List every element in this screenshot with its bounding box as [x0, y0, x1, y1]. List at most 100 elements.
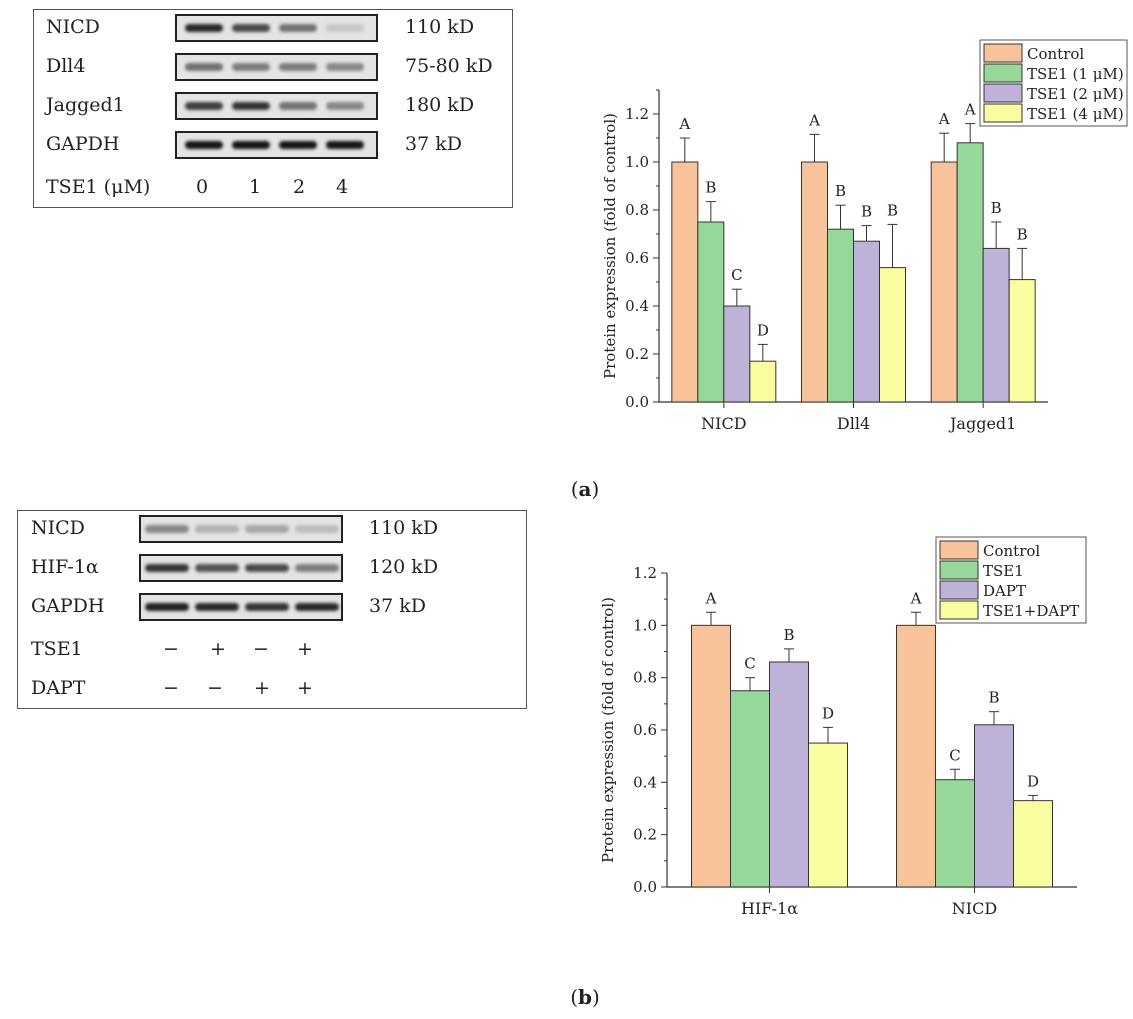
significance-letter: D — [757, 321, 769, 339]
x-tick-label: HIF-1α — [741, 899, 798, 918]
significance-letter: A — [910, 589, 922, 607]
y-tick-label: 0.6 — [633, 721, 657, 739]
blot-band — [232, 63, 270, 71]
blot-row-label: HIF-1α — [31, 556, 99, 578]
y-tick-label: 1.2 — [633, 564, 657, 582]
legend-swatch — [939, 600, 979, 620]
bar — [1013, 800, 1053, 888]
blot-kd-label: 75-80 kD — [405, 55, 493, 77]
legend-swatch — [983, 63, 1023, 83]
significance-letter: B — [861, 203, 872, 221]
y-tick-label: 0.4 — [625, 297, 649, 315]
significance-letter: D — [822, 704, 834, 722]
blot-band — [245, 564, 289, 572]
blot-band — [279, 63, 317, 71]
blot-b-mark: + — [297, 677, 313, 699]
blot-band — [245, 525, 289, 533]
blot-row-label: GAPDH — [46, 133, 120, 155]
legend-swatch — [939, 540, 979, 560]
y-tick-label: 0.2 — [625, 345, 649, 363]
y-tick-label: 0.8 — [633, 669, 657, 687]
chart-a: 0.0 0.2 0.4 0.6 0.8 1.0 1.2 Protein expression … — [601, 39, 1128, 433]
blot-band — [279, 24, 317, 32]
blot-band — [185, 24, 223, 32]
blot-band — [279, 141, 317, 149]
blot-b-mark: − — [163, 638, 179, 660]
y-tick-label: 0.8 — [625, 201, 649, 219]
significance-letter: C — [949, 746, 960, 764]
panel-b-caption-letter: b — [578, 985, 592, 1009]
bar — [769, 661, 809, 888]
y-tick-label: 1.0 — [625, 153, 649, 171]
blot-b-mark: + — [297, 638, 313, 660]
legend-swatch — [939, 580, 979, 600]
bar — [956, 142, 984, 403]
x-tick-label: NICD — [952, 899, 997, 918]
blot-band — [195, 603, 239, 611]
blot-band — [326, 24, 364, 32]
bar — [808, 742, 848, 888]
blot-band — [279, 102, 317, 110]
legend-label: TSE1 (2 μM) — [1027, 85, 1124, 103]
blot-strip — [139, 554, 343, 582]
blot-a-lane-label: 4 — [335, 176, 349, 198]
bar — [896, 624, 936, 888]
bar — [879, 267, 906, 403]
significance-letter: A — [808, 111, 820, 129]
y-tick-label: 1.2 — [625, 105, 649, 123]
bar — [801, 161, 828, 403]
blot-band — [232, 24, 270, 32]
blot-band — [295, 564, 339, 572]
bar — [671, 161, 699, 403]
bar — [930, 161, 958, 403]
blot-kd-label: 110 kD — [405, 16, 475, 38]
significance-letter: B — [705, 179, 716, 197]
blot-b-mark: − — [163, 677, 179, 699]
bar — [730, 690, 770, 888]
bar — [974, 724, 1014, 888]
x-tick-label: Jagged1 — [948, 414, 1016, 433]
significance-letter: A — [938, 110, 950, 128]
significance-letter: B — [1017, 225, 1028, 243]
bar — [982, 247, 1010, 403]
panel-a-caption-letter: a — [578, 477, 592, 501]
y-tick-label: 0.2 — [633, 826, 657, 844]
blot-b-treatment-tse1-label: TSE1 — [31, 638, 83, 660]
blot-b-mark: + — [254, 677, 270, 699]
bar — [749, 360, 777, 403]
blot-strip — [175, 14, 378, 42]
y-tick-label: 1.0 — [633, 616, 657, 634]
blot-kd-label: 110 kD — [369, 517, 439, 539]
blot-strip — [139, 593, 343, 621]
blot-row-label: NICD — [31, 517, 85, 539]
blot-row-label: Dll4 — [46, 55, 86, 77]
blot-strip — [175, 53, 378, 81]
legend-label: TSE1 — [983, 562, 1024, 580]
bar — [935, 779, 975, 888]
blot-band — [326, 63, 364, 71]
bar — [827, 228, 854, 403]
blot-band — [145, 603, 189, 611]
legend: Control TSE1 (1 μM) TSE1 (2 μM) TSE1 (4 μM) — [979, 39, 1128, 127]
legend: Control TSE1 DAPT TSE1+DAPT — [935, 536, 1087, 624]
panel-b-caption: (b) — [555, 985, 615, 1009]
blot-panel-a: NICD 110 kD Dll4 75-80 kD Jagged1 180 kD GAPDH… — [33, 9, 513, 208]
y-axis-label: Protein expression (fold of control) — [601, 113, 619, 379]
blot-b-mark: − — [253, 638, 269, 660]
panel-a-caption: (a) — [555, 477, 615, 501]
blot-kd-label: 37 kD — [369, 595, 426, 617]
legend-label: TSE1 (4 μM) — [1027, 105, 1124, 123]
bar — [723, 305, 751, 403]
blot-b-treatment-dapt-label: DAPT — [31, 677, 86, 699]
blot-band — [145, 525, 189, 533]
blot-b-mark: + — [210, 638, 226, 660]
blot-kd-label: 37 kD — [405, 133, 462, 155]
significance-letter: B — [988, 689, 999, 707]
bar — [1008, 279, 1036, 403]
blot-band — [326, 141, 364, 149]
significance-letter: C — [731, 266, 742, 284]
blot-band — [245, 603, 289, 611]
blot-b-mark: − — [207, 677, 223, 699]
legend-swatch — [983, 103, 1023, 123]
bar — [697, 221, 725, 403]
